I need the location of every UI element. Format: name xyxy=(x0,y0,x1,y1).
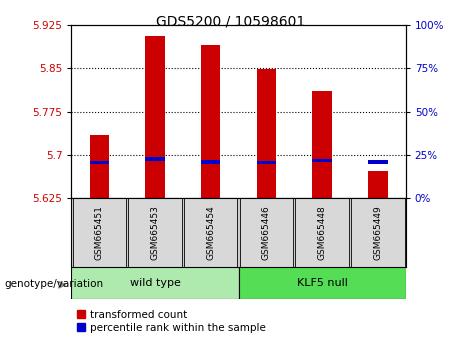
Bar xyxy=(257,161,276,164)
Bar xyxy=(184,198,237,267)
Bar xyxy=(240,198,293,267)
Bar xyxy=(351,198,405,267)
Bar xyxy=(368,160,388,164)
Bar xyxy=(145,36,165,198)
Bar xyxy=(313,91,332,198)
Bar xyxy=(72,198,126,267)
Bar xyxy=(71,267,239,299)
Text: GSM665446: GSM665446 xyxy=(262,205,271,260)
Text: GDS5200 / 10598601: GDS5200 / 10598601 xyxy=(156,14,305,28)
Text: genotype/variation: genotype/variation xyxy=(5,279,104,289)
Bar xyxy=(296,198,349,267)
Bar xyxy=(89,161,109,164)
Bar xyxy=(89,135,109,198)
Bar xyxy=(128,198,182,267)
Text: KLF5 null: KLF5 null xyxy=(297,278,348,288)
Bar xyxy=(313,159,332,162)
Bar xyxy=(145,157,165,161)
Bar xyxy=(368,171,388,198)
Text: GSM665449: GSM665449 xyxy=(373,205,382,260)
Bar xyxy=(238,267,406,299)
Legend: transformed count, percentile rank within the sample: transformed count, percentile rank withi… xyxy=(77,310,266,333)
Text: GSM665454: GSM665454 xyxy=(206,205,215,260)
Text: GSM665448: GSM665448 xyxy=(318,205,327,260)
Text: GSM665453: GSM665453 xyxy=(150,205,160,260)
Bar xyxy=(201,45,220,198)
Bar xyxy=(201,160,220,164)
Text: wild type: wild type xyxy=(130,278,180,288)
Text: GSM665451: GSM665451 xyxy=(95,205,104,260)
Bar xyxy=(257,69,276,198)
